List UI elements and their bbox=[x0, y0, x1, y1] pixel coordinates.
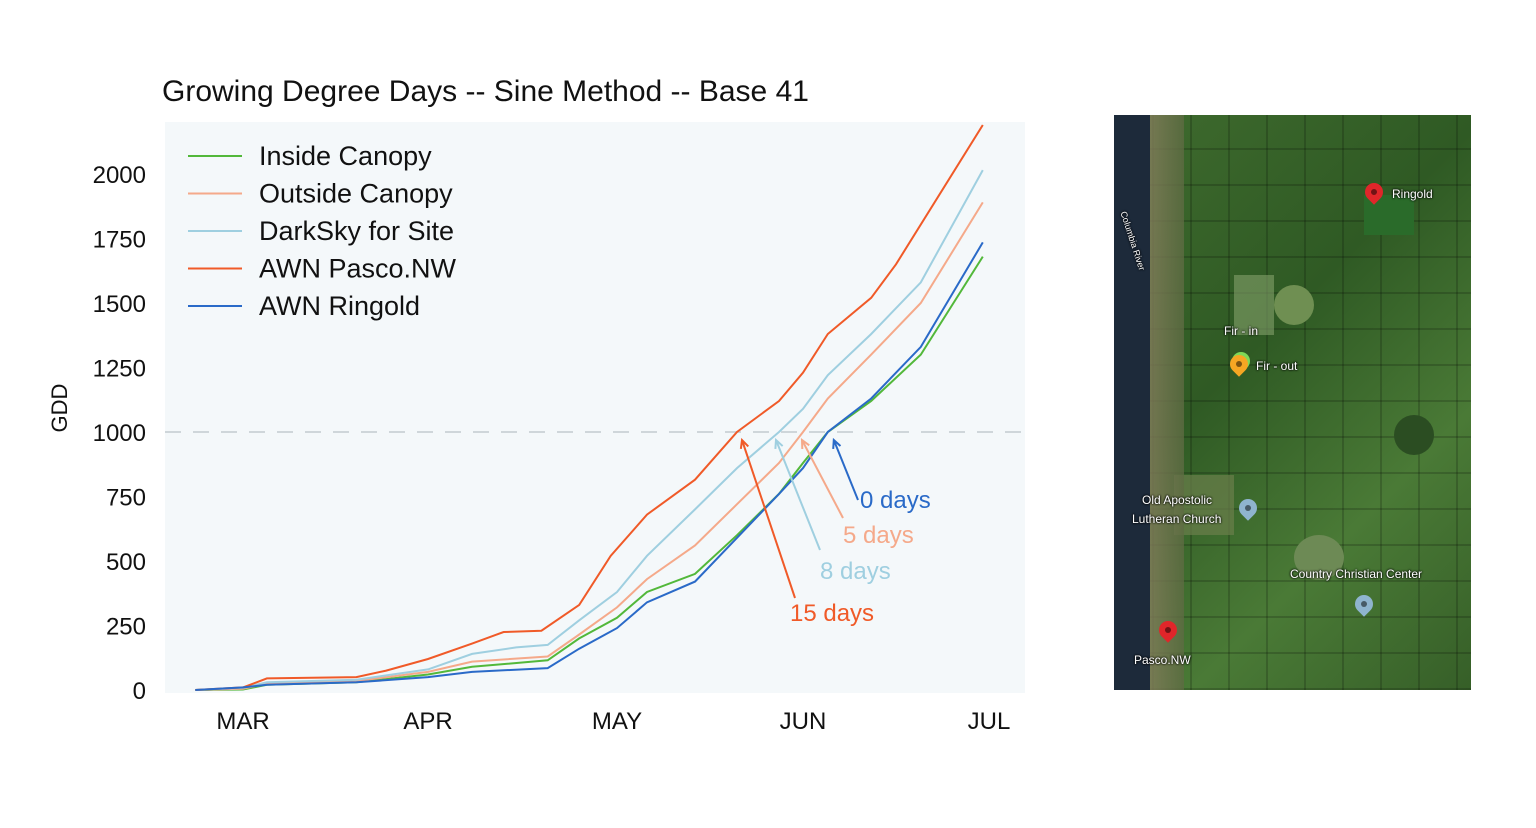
annotation-arrowhead bbox=[774, 437, 784, 450]
y-axis-label: GDD bbox=[47, 384, 72, 433]
annotation-arrow bbox=[775, 439, 821, 551]
church1-label-line2: Lutheran Church bbox=[1132, 512, 1222, 526]
legend-label: Outside Canopy bbox=[259, 179, 453, 209]
y-tick-label: 1750 bbox=[93, 227, 146, 254]
series-line-awn-pasco-nw bbox=[195, 124, 984, 691]
annotation-label: 0 days bbox=[860, 487, 931, 514]
church-marker-icon[interactable] bbox=[1235, 495, 1261, 521]
y-tick-label: 1500 bbox=[93, 291, 146, 318]
annotation-arrow bbox=[832, 439, 859, 501]
church1-label-line1: Old Apostolic bbox=[1142, 493, 1213, 507]
annotation-label: 8 days bbox=[820, 558, 891, 585]
fir-in-label: Fir - in bbox=[1224, 324, 1258, 338]
river bbox=[1114, 115, 1150, 690]
annotation-arrowhead bbox=[739, 437, 750, 450]
annotation-arrowhead bbox=[832, 437, 842, 450]
legend-label: DarkSky for Site bbox=[259, 216, 454, 246]
series-line-awn-ringold bbox=[195, 241, 984, 691]
y-tick-label: 250 bbox=[106, 614, 146, 641]
annotation-arrow bbox=[801, 439, 844, 519]
gdd-chart: Growing Degree Days -- Sine Method -- Ba… bbox=[47, 75, 1025, 735]
series-line-darksky-for-site bbox=[195, 169, 984, 691]
annotation-arrowhead bbox=[800, 437, 810, 450]
ringold-label: Ringold bbox=[1392, 187, 1433, 201]
church-marker-icon[interactable] bbox=[1351, 591, 1377, 617]
x-tick-label: JUN bbox=[780, 708, 827, 735]
annotation-label: 5 days bbox=[843, 522, 914, 549]
y-tick-label: 500 bbox=[106, 549, 146, 576]
series-line-outside-canopy bbox=[195, 201, 984, 691]
pasco-label: Pasco.NW bbox=[1134, 653, 1191, 667]
x-tick-label: MAY bbox=[592, 708, 642, 735]
x-tick-label: MAR bbox=[216, 708, 269, 735]
legend-label: Inside Canopy bbox=[259, 141, 432, 171]
church2-label: Country Christian Center bbox=[1290, 567, 1423, 581]
legend-label: AWN Pasco.NW bbox=[259, 254, 457, 284]
x-tick-label: APR bbox=[403, 708, 452, 735]
annotation-arrow bbox=[741, 439, 796, 599]
y-tick-label: 750 bbox=[106, 485, 146, 512]
legend-label: AWN Ringold bbox=[259, 291, 420, 321]
annotation-label: 15 days bbox=[790, 600, 874, 627]
y-tick-label: 0 bbox=[133, 678, 146, 705]
plot-background bbox=[165, 122, 1025, 693]
fir-out-label: Fir - out bbox=[1256, 359, 1298, 373]
y-tick-label: 2000 bbox=[93, 162, 146, 189]
chart-title: Growing Degree Days -- Sine Method -- Ba… bbox=[162, 75, 809, 108]
x-tick-label: JUL bbox=[968, 708, 1011, 735]
satellite-map: Columbia River Ringold Fir - in Fir - ou… bbox=[1114, 115, 1471, 690]
y-tick-label: 1000 bbox=[93, 420, 146, 447]
y-tick-label: 1250 bbox=[93, 356, 146, 383]
